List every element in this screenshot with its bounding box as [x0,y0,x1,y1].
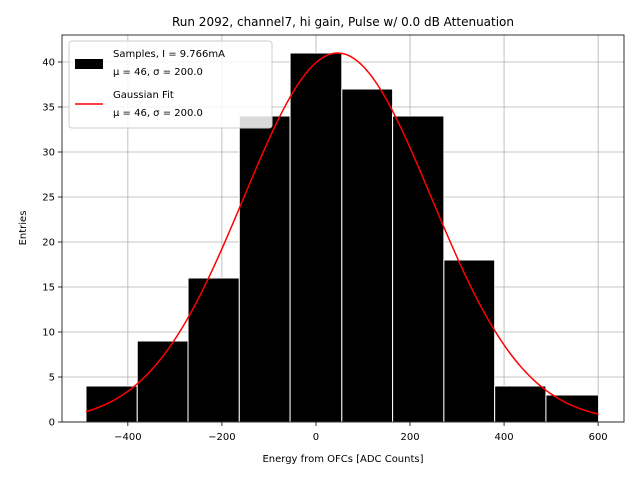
y-tick-label: 10 [42,328,55,339]
y-tick-label: 30 [42,148,55,159]
y-tick-label: 15 [42,283,55,294]
histogram-bar [392,115,445,423]
histogram-bar [494,385,547,423]
histogram-bars [85,52,600,423]
y-tick-label: 5 [49,373,55,384]
plot-frame [61,34,625,423]
y-tick-label: 35 [42,103,55,114]
histogram-bar [341,88,394,423]
y-axis-label: Entries [18,211,29,246]
histogram-bar [289,52,343,423]
histogram-bar [85,385,138,423]
x-tick-label: −400 [114,432,141,443]
x-axis-ticks: −400 −200 0 200 400 600 [114,422,608,443]
y-tick-label: 40 [42,58,55,69]
x-axis-label: Energy from OFCs [ADC Counts] [262,454,423,465]
histogram-bar [238,115,291,423]
x-tick-label: −200 [208,432,235,443]
x-tick-label: 600 [589,432,608,443]
legend-samples-swatch [75,59,103,69]
y-tick-label: 25 [42,193,55,204]
histogram-bar [545,394,600,423]
y-tick-label: 0 [49,418,55,429]
legend: Samples, I = 9.766mA μ = 46, σ = 200.0 G… [68,40,273,129]
x-tick-label: 400 [495,432,514,443]
chart-title: Run 2092, channel7, hi gain, Pulse w/ 0.… [172,15,514,29]
histogram-bar [187,277,240,423]
legend-fit-label: Gaussian Fit [113,90,174,101]
y-axis-ticks: 0 5 10 15 20 25 30 35 40 [42,58,62,429]
x-tick-label: 0 [313,432,319,443]
legend-samples-stats: μ = 46, σ = 200.0 [113,67,203,78]
gaussian-fit-line [85,52,599,415]
legend-samples-label: Samples, I = 9.766mA [113,49,225,60]
x-tick-label: 200 [400,432,419,443]
histogram-bar [136,340,189,423]
legend-fit-stats: μ = 46, σ = 200.0 [113,108,203,119]
histogram-bar [443,259,496,423]
legend-box [68,40,273,129]
y-tick-label: 20 [42,238,55,249]
